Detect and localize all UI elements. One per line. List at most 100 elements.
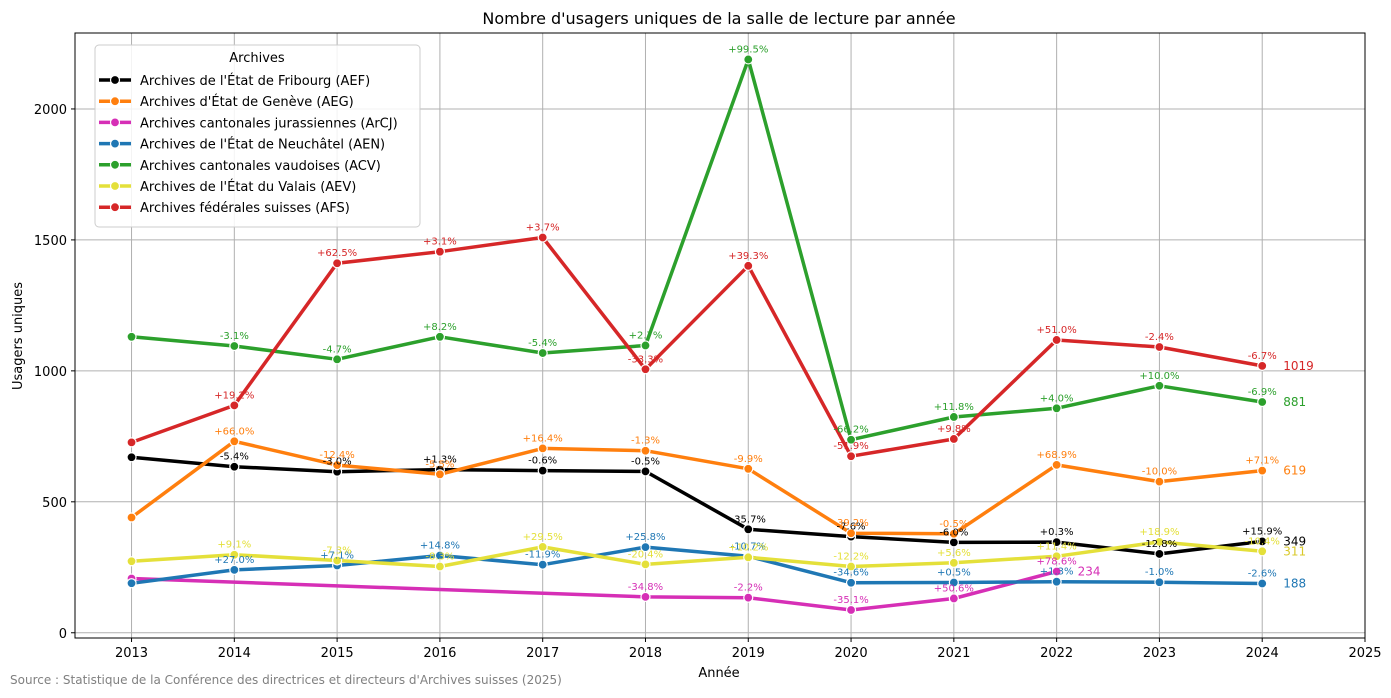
- pct-change-label: -7.3%: [323, 545, 352, 556]
- legend-swatch-marker: [109, 138, 121, 149]
- legend-item: Archives de l'État de Neuchâtel (AEN): [99, 137, 385, 153]
- data-point: [126, 331, 137, 342]
- data-point: [537, 443, 548, 454]
- series-line: [129, 57, 1264, 442]
- pct-change-label: +51.0%: [1037, 325, 1077, 336]
- legend-item: Archives cantonales jurassiennes (ArCJ): [99, 116, 398, 131]
- pct-change-label: +16.4%: [523, 433, 563, 444]
- pct-change-label: +3.7%: [526, 223, 560, 234]
- data-point: [743, 552, 754, 563]
- pct-change-label: -2.4%: [1145, 332, 1174, 343]
- data-point: [743, 524, 754, 535]
- data-point: [948, 537, 959, 548]
- pct-change-label: -10.7%: [731, 541, 766, 552]
- series-line: [129, 545, 1264, 586]
- x-tick-label: 2017: [526, 646, 559, 661]
- series-group: [126, 232, 1268, 462]
- series-line: [129, 540, 1264, 569]
- series-line: [129, 455, 1264, 556]
- series-group: [126, 566, 1062, 616]
- legend-item: Archives de l'État du Valais (AEV): [99, 179, 356, 195]
- pct-change-label: +0.3%: [1040, 527, 1074, 538]
- pct-labels: -5.4% -3.0% +1.3% -0.6% -0.5% -35.7% -7.6% -6.0…: [214, 44, 1314, 606]
- data-point: [845, 561, 857, 572]
- data-point: [1154, 548, 1165, 560]
- pct-change-label: -6.9%: [1248, 387, 1277, 398]
- legend-label: Archives d'État de Genève (AEG): [140, 94, 354, 110]
- pct-change-label: -66.2%: [833, 425, 868, 436]
- data-point: [229, 436, 240, 447]
- data-point: [845, 434, 857, 445]
- end-value-label: 188: [1283, 577, 1306, 591]
- data-point: [434, 469, 446, 480]
- pct-change-label: +18.9%: [1139, 527, 1179, 538]
- y-tick-label: 2000: [34, 103, 67, 118]
- series-group: [126, 536, 1268, 572]
- y-tick-label: 1000: [34, 365, 67, 380]
- data-point: [948, 557, 959, 568]
- pct-change-label: +11.8%: [934, 402, 974, 413]
- pct-change-label: +1.3%: [1040, 567, 1074, 578]
- axis-ticks: 2013 2014 2015 2016 2017 2018 2019 2020 2021 2022…: [34, 103, 1382, 661]
- pct-change-label: -5.5%: [425, 459, 454, 470]
- pct-change-label: +10.2%: [728, 542, 768, 553]
- pct-change-label: -0.6%: [528, 456, 557, 467]
- data-point: [948, 411, 959, 423]
- data-point: [126, 512, 137, 523]
- data-point: [229, 564, 240, 576]
- data-point: [229, 549, 240, 560]
- pct-change-label: -35.1%: [833, 595, 868, 606]
- data-point: [640, 466, 651, 477]
- data-point: [1154, 577, 1165, 588]
- legend-label: Archives de l'État du Valais (AEV): [140, 179, 356, 195]
- pct-change-label: -7.6%: [837, 522, 866, 533]
- data-point: [1257, 578, 1268, 589]
- pct-change-label: -3.0%: [323, 457, 352, 468]
- data-point: [1154, 536, 1165, 547]
- pct-change-label: +62.5%: [317, 248, 357, 259]
- end-value-label: 311: [1283, 544, 1306, 558]
- pct-change-label: -2.6%: [1248, 569, 1277, 580]
- legend: Archives Archives de l'État de Fribourg …: [94, 44, 421, 228]
- data-point: [229, 340, 240, 352]
- pct-change-label: -12.4%: [319, 450, 354, 461]
- data-point: [332, 258, 343, 269]
- data-point: [1257, 396, 1268, 408]
- data-point: [126, 556, 137, 567]
- pct-change-label: +68.9%: [1037, 450, 1077, 461]
- chart-title: Nombre d'usagers uniques de la salle de …: [482, 9, 955, 28]
- legend-item: Archives cantonales vaudoises (ACV): [99, 159, 381, 174]
- pct-change-label: -34.6%: [833, 568, 868, 579]
- pct-change-label: -5.4%: [220, 452, 249, 463]
- x-axis-label: Année: [698, 666, 739, 681]
- legend-swatch-marker: [109, 180, 121, 192]
- data-point: [948, 433, 959, 445]
- pct-change-label: +0.5%: [937, 567, 971, 578]
- pct-change-label: -4.7%: [323, 344, 352, 355]
- data-point: [434, 561, 446, 572]
- data-point: [845, 577, 857, 588]
- data-point: [640, 542, 651, 553]
- legend-item: Archives fédérales suisses (AFS): [99, 201, 350, 216]
- series-line: [129, 235, 1264, 458]
- data-point: [332, 555, 343, 566]
- x-tick-label: 2024: [1246, 646, 1279, 661]
- series-group: [126, 452, 1268, 560]
- pct-change-label: +3.1%: [423, 237, 457, 248]
- data-point: [126, 578, 137, 589]
- data-point: [1051, 537, 1062, 548]
- pct-change-label: +9.8%: [937, 424, 971, 435]
- legend-label: Archives cantonales vaudoises (ACV): [140, 159, 381, 174]
- pct-change-label: +27.0%: [214, 555, 254, 566]
- x-tick-label: 2014: [218, 646, 251, 661]
- end-value-label: 234: [1078, 564, 1101, 578]
- pct-change-label: +29.5%: [523, 532, 563, 543]
- pct-change-label: +19.2%: [214, 390, 254, 401]
- pct-change-label: -1.3%: [631, 436, 660, 447]
- source-note: Source : Statistique de la Conférence de…: [10, 673, 562, 687]
- pct-change-label: -34.8%: [628, 582, 663, 593]
- data-point: [126, 437, 137, 448]
- x-tick-label: 2013: [115, 646, 148, 661]
- pct-change-label: -9.9%: [734, 454, 763, 465]
